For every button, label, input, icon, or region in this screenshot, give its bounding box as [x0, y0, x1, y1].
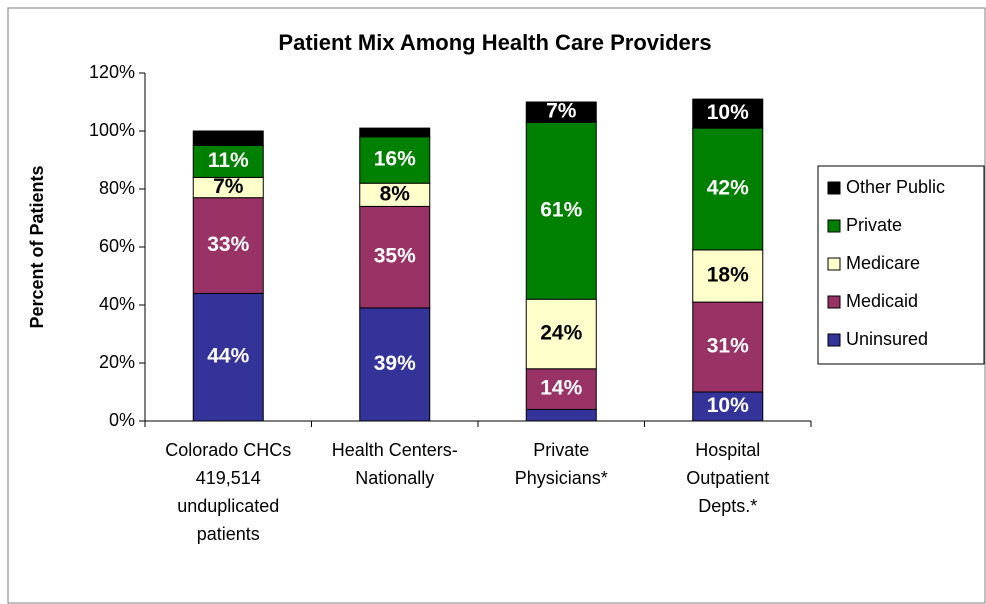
bar-segment [692, 98, 764, 129]
x-tick-label: Health Centers- Nationally [332, 440, 458, 488]
x-tick-label-line: Private [533, 440, 589, 460]
bar-segment [525, 101, 597, 123]
x-tick-label-line: Depts.* [698, 496, 757, 516]
bar-segment [525, 408, 597, 422]
bar-segment [359, 205, 431, 309]
x-tick-label-line: Physicians* [515, 468, 608, 488]
legend-label: Medicaid [846, 291, 918, 311]
x-tick-label-line: Outpatient [686, 468, 769, 488]
legend-swatch [827, 295, 841, 309]
data-label: 31% [707, 335, 749, 358]
x-tick-label-line: Hospital [695, 440, 760, 460]
bar-segment [692, 127, 764, 251]
data-label: 11% [208, 149, 249, 172]
data-label: 42% [707, 177, 749, 200]
bar-segment [525, 298, 597, 370]
data-label: 35% [374, 245, 416, 268]
bar-segment [359, 136, 431, 184]
bar-segment [192, 197, 264, 294]
legend-box [817, 165, 985, 365]
bar-segment [192, 130, 264, 146]
legend-swatch [827, 257, 841, 271]
y-tick-label: 80% [99, 178, 135, 198]
legend-label: Other Public [846, 177, 945, 197]
bar-segment [359, 307, 431, 422]
y-tick-label: 0% [109, 410, 135, 430]
legend-swatch [827, 219, 841, 233]
data-label: 33% [207, 233, 249, 256]
y-tick-label: 120% [89, 62, 135, 82]
data-label: 8% [380, 182, 411, 205]
data-label: 18% [707, 264, 749, 287]
data-label: 44% [207, 345, 249, 368]
legend-label: Private [846, 215, 902, 235]
bar-segment [692, 391, 764, 422]
legend-swatch [827, 333, 841, 347]
x-tick-label-line: Health Centers- [332, 440, 458, 460]
data-label: 7% [213, 175, 244, 198]
legend-label: Medicare [846, 253, 920, 273]
bar-segment [525, 368, 597, 410]
chart-title: Patient Mix Among Health Care Providers [278, 30, 711, 55]
x-tick-label-line: unduplicated [177, 496, 279, 516]
legend-label: Uninsured [846, 329, 928, 349]
data-label: 10% [707, 101, 749, 124]
y-tick-label: 40% [99, 294, 135, 314]
x-tick-label-line: 419,514 [196, 468, 261, 488]
x-tick-label-line: Nationally [355, 468, 434, 488]
x-tick-label: Hospital Outpatient Depts.* [686, 440, 769, 516]
x-tick-label-line: Colorado CHCs [165, 440, 291, 460]
data-label: 10% [707, 394, 749, 417]
bar-segment [692, 301, 764, 393]
y-tick-label: 20% [99, 352, 135, 372]
data-label: 7% [546, 100, 577, 123]
y-tick-label: 100% [89, 120, 135, 140]
x-tick-label: Colorado CHCs 419,514 unduplicated patients [165, 440, 291, 544]
x-tick-label: Private Physicians* [515, 440, 608, 488]
bar-segment [692, 249, 764, 303]
y-tick-label: 60% [99, 236, 135, 256]
data-label: 14% [540, 377, 582, 400]
data-label: 16% [374, 148, 416, 171]
bar-segment [192, 292, 264, 422]
y-axis-label: Percent of Patients [27, 165, 47, 328]
data-label: 24% [540, 322, 582, 345]
legend-swatch [827, 181, 841, 195]
bar-segment [525, 121, 597, 300]
data-label: 39% [374, 352, 416, 375]
data-label: 61% [540, 198, 582, 221]
x-tick-label-line: patients [197, 524, 260, 544]
bar-segment [359, 127, 431, 138]
